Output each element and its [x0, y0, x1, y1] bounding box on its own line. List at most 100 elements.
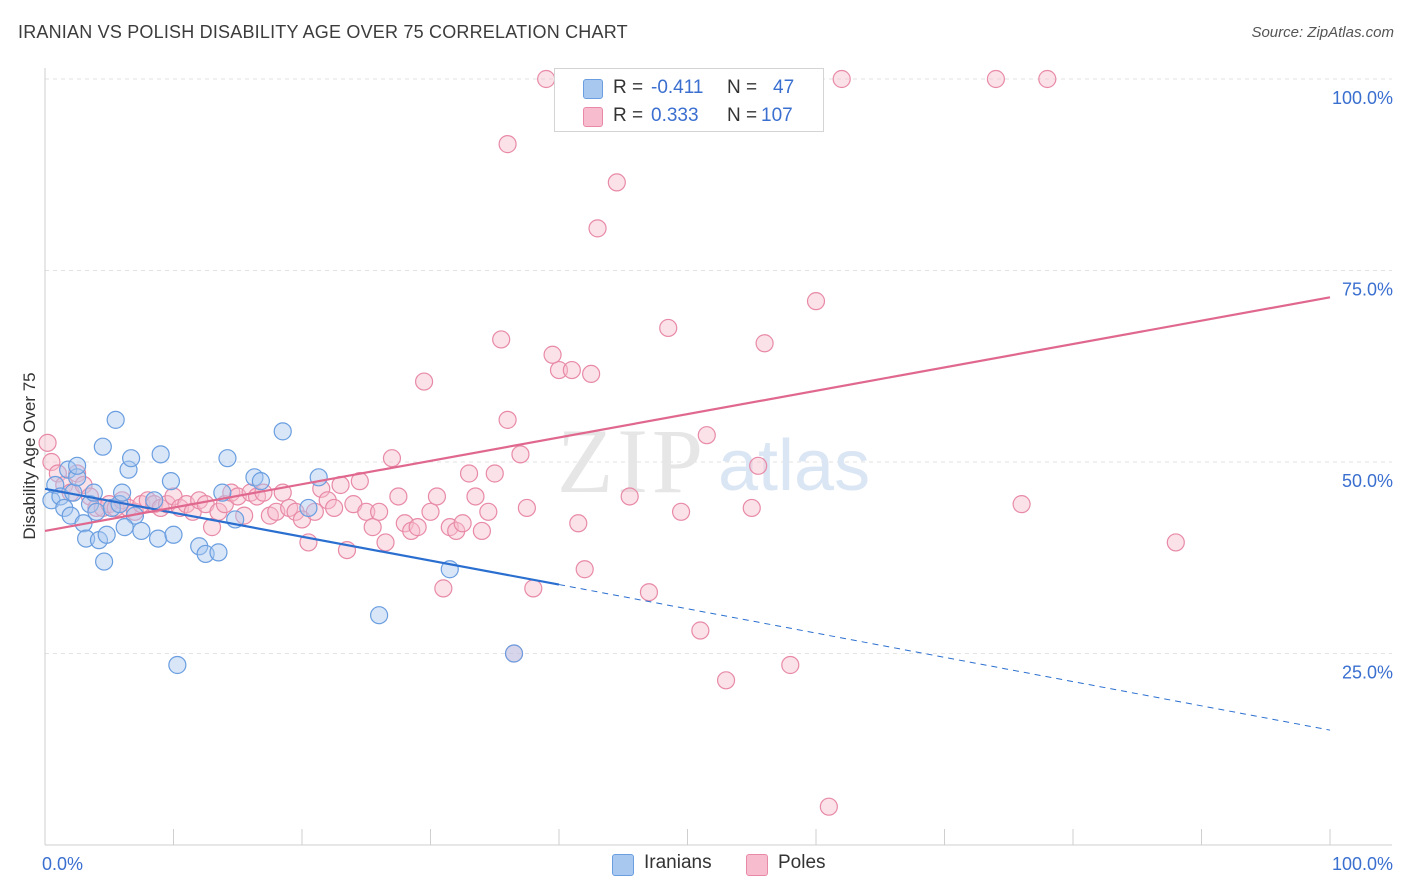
iranians-point: [97, 525, 116, 544]
iranians-point: [115, 518, 134, 537]
watermark: ZIP atlas: [557, 410, 870, 512]
poles-point: [38, 433, 57, 452]
iranians-point: [121, 449, 141, 468]
poles-point: [408, 518, 427, 537]
poles-point: [671, 502, 691, 521]
poles-point: [620, 487, 639, 506]
iranians-point: [251, 472, 270, 491]
iranians-point: [218, 449, 237, 468]
iranians-point: [112, 483, 132, 502]
watermark-zip: ZIP: [557, 410, 707, 512]
iranians-point: [95, 552, 114, 571]
legend-swatch-poles: [746, 854, 768, 876]
legend-label-iranians: Iranians: [644, 852, 712, 873]
legend-r-label: R =: [613, 77, 644, 98]
poles-trend-line: [44, 296, 1331, 533]
poles-point: [575, 560, 594, 579]
poles-point: [511, 445, 530, 464]
legend-r-label: R =: [613, 105, 644, 126]
poles-point: [382, 449, 402, 468]
legend-swatch-iranians: [583, 79, 603, 99]
chart-title: IRANIAN VS POLISH DISABILITY AGE OVER 75…: [18, 22, 628, 42]
poles-point: [479, 502, 498, 521]
iranians-point: [370, 606, 389, 625]
poles-point: [466, 487, 485, 506]
poles-point: [459, 464, 479, 483]
iranians-trend-line: [44, 487, 560, 586]
x-tick-label: 0.0%: [42, 854, 83, 874]
poles-point: [781, 655, 800, 675]
poles-point: [48, 464, 67, 483]
poles-point: [697, 426, 716, 445]
poles-point: [517, 498, 536, 518]
poles-point: [427, 487, 447, 506]
iranians-point: [132, 521, 151, 541]
poles-point: [986, 69, 1006, 89]
poles-point: [472, 521, 491, 541]
poles-point: [325, 498, 344, 518]
poles-point: [543, 345, 562, 364]
poles-point: [370, 502, 389, 521]
poles-point: [42, 452, 61, 472]
poles-point: [749, 456, 768, 475]
poles-point: [235, 506, 254, 525]
poles-point: [742, 498, 761, 518]
poles-point: [755, 334, 774, 353]
iranians-point: [168, 655, 187, 675]
poles-point: [389, 487, 408, 506]
tick-labels: 25.0% 50.0% 75.0% 100.0% 0.0% 100.0%: [42, 88, 1393, 874]
legend-r-value: 0.333: [651, 105, 699, 126]
iranians-point: [161, 472, 181, 491]
grid-lines: [45, 78, 1392, 654]
legend-label-poles: Poles: [778, 852, 826, 873]
iranians-point: [145, 491, 164, 510]
poles-point: [524, 579, 543, 598]
y-tick-label: 50.0%: [1342, 471, 1393, 491]
poles-point: [588, 219, 607, 238]
poles-point: [819, 797, 838, 816]
iranians-point: [119, 460, 138, 479]
legend-swatch-poles: [583, 107, 603, 127]
iranians-point: [273, 422, 292, 441]
poles-point: [582, 364, 601, 384]
poles-point: [498, 410, 517, 429]
iranians-point: [151, 445, 170, 464]
poles-point: [68, 464, 87, 483]
poles-point: [363, 518, 382, 537]
poles-point: [492, 330, 511, 349]
legend-n-label: N =: [727, 105, 758, 126]
source-label: Source: ZipAtlas.com: [1251, 24, 1394, 41]
legend-n-label: N =: [727, 77, 758, 98]
y-tick-label: 100.0%: [1332, 88, 1393, 108]
y-tick-label: 25.0%: [1342, 663, 1393, 683]
iranians-point: [93, 437, 112, 456]
iranians-point: [164, 525, 183, 544]
iranians-point: [299, 498, 318, 518]
iranians-point: [504, 644, 524, 663]
legend-row-iranians: R = -0.411 N = 47: [555, 73, 823, 101]
poles-point: [806, 292, 826, 311]
iranians-trend-extension: [558, 584, 1331, 731]
poles-point: [569, 514, 588, 533]
poles-point: [832, 69, 851, 89]
legend-r-value: -0.411: [651, 77, 704, 98]
poles-point: [434, 579, 453, 598]
poles-point: [562, 360, 581, 380]
poles-point: [485, 464, 504, 483]
poles-point: [639, 583, 659, 602]
poles-point: [357, 502, 376, 521]
poles-point: [1012, 495, 1031, 514]
trend-lines: [44, 296, 1331, 731]
poles-point: [453, 514, 472, 533]
poles-point: [691, 621, 710, 640]
correlation-legend: R = -0.411 N = 47 R = 0.333 N = 107: [554, 68, 824, 132]
poles-point: [202, 518, 222, 537]
legend-swatch-iranians: [612, 854, 634, 876]
poles-point: [549, 360, 569, 380]
iranians-point: [209, 543, 228, 562]
y-tick-label: 75.0%: [1342, 280, 1393, 300]
legend-row-poles: R = 0.333 N = 107: [555, 101, 823, 129]
poles-point: [716, 671, 736, 690]
poles-point: [414, 372, 434, 391]
